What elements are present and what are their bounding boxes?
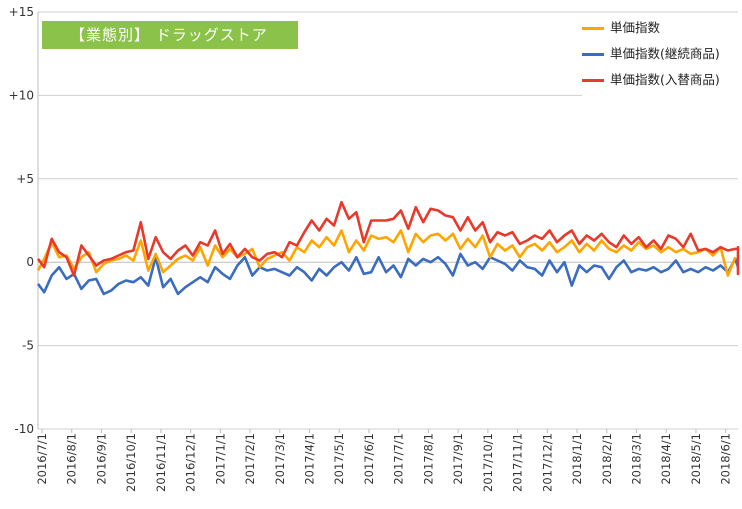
x-tick-label: 2017/5/1 [332,433,346,485]
x-tick-label: 2016/12/1 [184,433,198,492]
y-tick-label: -5 [22,339,34,353]
x-tick-label: 2018/2/1 [600,433,614,485]
legend-swatch [582,79,604,82]
legend-item-replacement-products: 単価指数(入替商品) [582,70,738,96]
y-axis-ticks: -10 -5 0 +5 +10 +15 [9,5,34,436]
x-tick-label: 2016/8/1 [65,433,79,485]
legend-label: 単価指数(継続商品) [610,46,720,61]
legend-label: 単価指数 [610,20,661,35]
x-tick-label: 2018/3/1 [629,433,643,485]
x-tick-label: 2017/10/1 [481,433,495,492]
x-tick-label: 2017/8/1 [421,433,435,485]
x-tick-label: 2017/6/1 [362,433,376,485]
x-tick-label: 2016/9/1 [94,433,108,485]
legend: 単価指数 単価指数(継続商品) 単価指数(入替商品) [582,18,738,96]
series-line-2 [36,252,740,296]
series-lines [36,200,740,296]
x-tick-label: 2018/5/1 [689,433,703,485]
legend-label: 単価指数(入替商品) [610,72,720,87]
y-tick-label: +10 [9,88,34,102]
x-tick-label: 2018/1/1 [570,433,584,485]
x-tick-label: 2018/6/1 [719,433,733,485]
x-tick-label: 2017/2/1 [243,433,257,485]
chart-title: 【業態別】 ドラッグストア [42,21,298,49]
x-tick-label: 2017/1/1 [213,433,227,485]
legend-swatch [582,53,604,56]
x-tick-label: 2016/11/1 [154,433,168,492]
series-line-3 [36,200,740,277]
y-tick-label: +15 [9,5,34,19]
x-tick-label: 2016/7/1 [35,433,49,485]
x-tick-label: 2017/7/1 [392,433,406,485]
x-axis-ticks: 2016/7/1 2016/8/1 2016/9/1 2016/10/1 2016/11… [35,429,733,492]
x-tick-label: 2017/12/1 [540,433,554,492]
y-tick-label: -10 [14,422,34,436]
legend-item-unit-price-index: 単価指数 [582,18,738,44]
x-tick-label: 2017/4/1 [303,433,317,485]
legend-item-continuing-products: 単価指数(継続商品) [582,44,738,70]
series-line-1 [36,229,737,277]
y-tick-label: 0 [26,255,34,269]
x-tick-label: 2016/10/1 [124,433,138,492]
x-tick-label: 2017/9/1 [451,433,465,485]
legend-swatch [582,27,604,30]
x-tick-label: 2017/11/1 [511,433,525,492]
x-tick-label: 2017/3/1 [273,433,287,485]
x-tick-label: 2018/4/1 [659,433,673,485]
y-tick-label: +5 [16,172,34,186]
